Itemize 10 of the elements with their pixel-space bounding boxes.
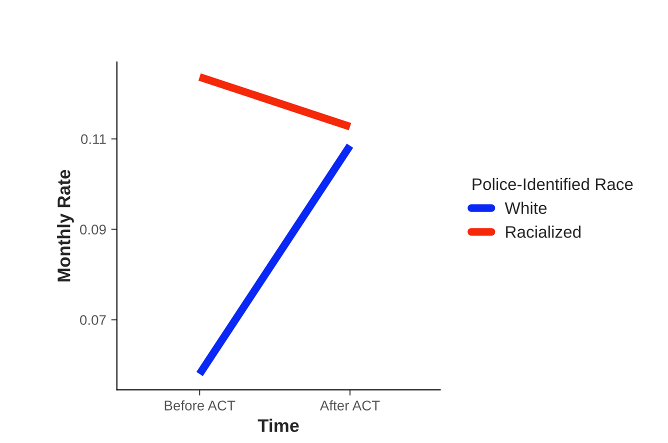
x-tick-label: After ACT [320,400,380,410]
x-axis-title: Time [258,418,299,432]
y-tick-label: 0.11 [81,134,106,144]
legend-label: White [504,202,547,214]
legend-title: Police-Identified Race [472,178,633,190]
legend-label: Racialized [506,226,581,238]
y-tick-label: 0.09 [80,224,106,234]
y-tick-label: 0.07 [80,315,106,325]
y-axis-title: Monthly Rate [57,170,74,282]
x-tick-label: Before ACT [164,400,236,410]
